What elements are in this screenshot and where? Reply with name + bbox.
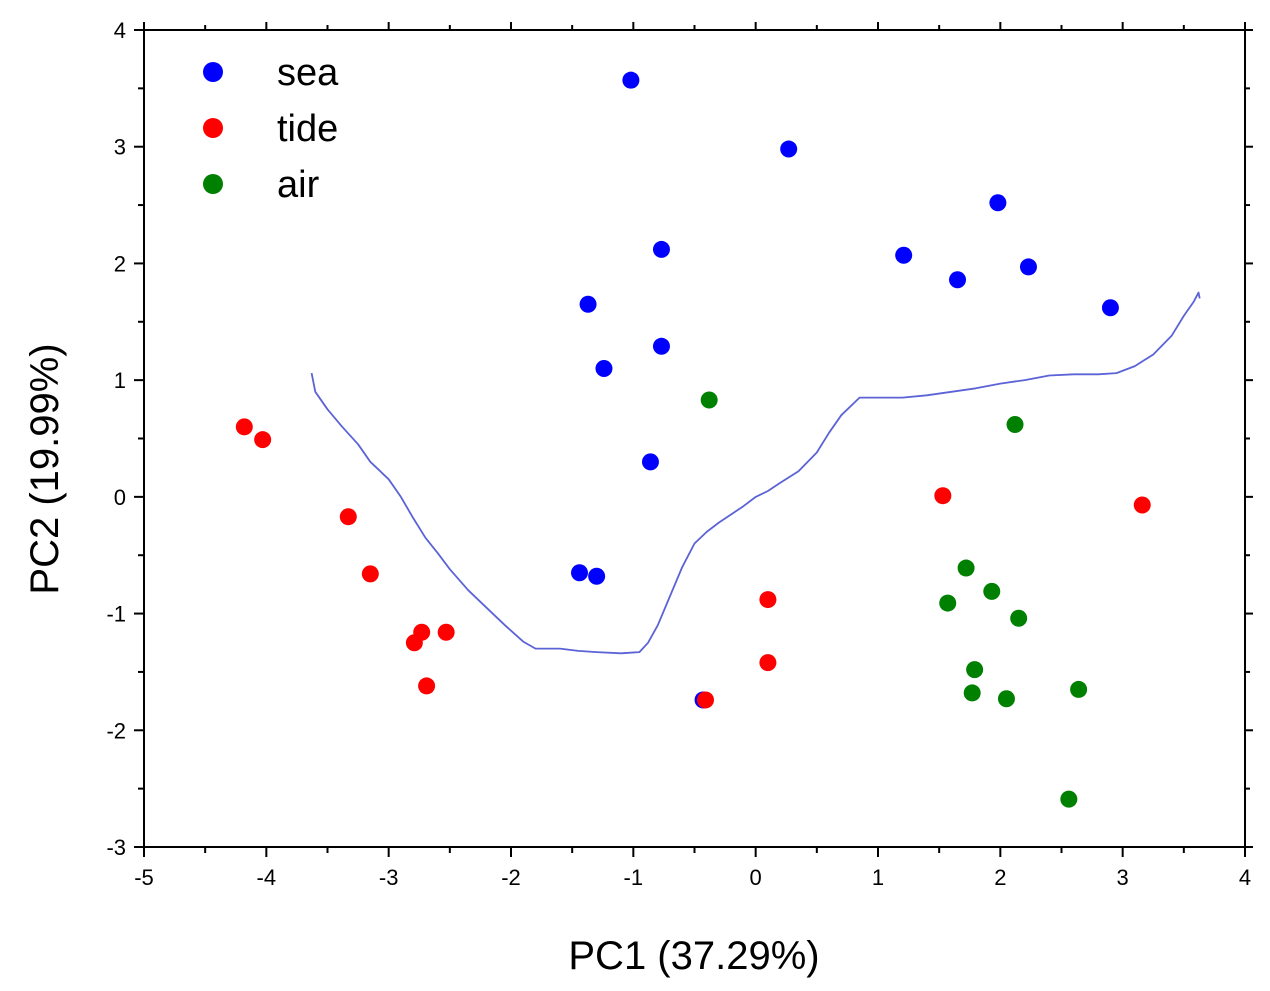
boundary-line — [310, 291, 1201, 655]
y-tick-label: 3 — [114, 135, 126, 160]
x-tick-label: -2 — [501, 865, 521, 890]
air-point — [983, 582, 1001, 600]
air-point — [939, 594, 957, 612]
x-tick-label: -3 — [379, 865, 399, 890]
tide-point — [1133, 496, 1151, 514]
sea-point — [579, 295, 597, 313]
sea-point — [895, 246, 913, 264]
plot-frame — [143, 29, 1246, 848]
sea-point — [622, 71, 640, 89]
air-point — [1010, 609, 1028, 627]
y-tick-label: -2 — [106, 718, 126, 743]
sea-point — [780, 140, 798, 158]
air-point — [1070, 680, 1088, 698]
sea-point — [652, 240, 670, 258]
x-axis-title: PC1 (37.29%) — [568, 934, 819, 978]
legend-label-air: air — [277, 164, 320, 206]
sea-point — [1101, 299, 1119, 317]
sea-point — [571, 564, 589, 582]
x-tick-label: -5 — [134, 865, 154, 890]
tide-point — [418, 677, 436, 695]
x-axis-ticks: -5 -4 -3 -2 -1 0 1 2 3 4 — [134, 22, 1251, 890]
sea-point — [949, 271, 967, 289]
sea-point — [652, 337, 670, 355]
x-tick-label: 4 — [1239, 865, 1251, 890]
legend-label-sea: sea — [277, 52, 339, 94]
legend-marker-air — [203, 174, 223, 194]
y-axis-ticks: -3 -2 -1 0 1 2 3 4 — [106, 18, 1253, 860]
tide-point — [361, 565, 379, 583]
data-points — [235, 71, 1151, 808]
x-tick-label: 2 — [994, 865, 1006, 890]
tide-point — [339, 508, 357, 526]
tide-point — [759, 591, 777, 609]
y-tick-label: 0 — [114, 485, 126, 510]
y-tick-label: -1 — [106, 602, 126, 627]
sea-point — [1019, 258, 1037, 276]
x-tick-label: 3 — [1117, 865, 1129, 890]
y-tick-label: -3 — [106, 835, 126, 860]
x-tick-label: 1 — [872, 865, 884, 890]
y-tick-label: 4 — [114, 18, 126, 43]
tide-point — [405, 634, 423, 652]
y-axis-title: PC2 (19.99%) — [23, 343, 67, 594]
legend-marker-sea — [203, 62, 223, 82]
air-point — [957, 559, 975, 577]
tide-point — [934, 487, 952, 505]
air-point — [1060, 790, 1078, 808]
tide-point — [437, 623, 455, 641]
y-tick-label: 1 — [114, 368, 126, 393]
sea-point — [641, 453, 659, 471]
legend-marker-tide — [203, 118, 223, 138]
separation-boundary — [310, 291, 1201, 655]
y-tick-label: 2 — [114, 251, 126, 276]
tide-point — [697, 691, 715, 709]
sea-point — [595, 359, 613, 377]
air-point — [700, 391, 718, 409]
sea-point — [989, 194, 1007, 212]
x-tick-label: -1 — [624, 865, 644, 890]
x-tick-label: -4 — [257, 865, 277, 890]
air-point — [1006, 415, 1024, 433]
tide-point — [254, 431, 272, 449]
tide-point — [235, 418, 253, 436]
sea-point — [588, 567, 606, 585]
x-tick-label: 0 — [750, 865, 762, 890]
air-point — [963, 684, 981, 702]
tide-point — [759, 654, 777, 672]
air-point — [997, 690, 1015, 708]
air-point — [966, 661, 984, 679]
legend: sea tide air — [203, 52, 339, 206]
legend-label-tide: tide — [277, 108, 338, 150]
